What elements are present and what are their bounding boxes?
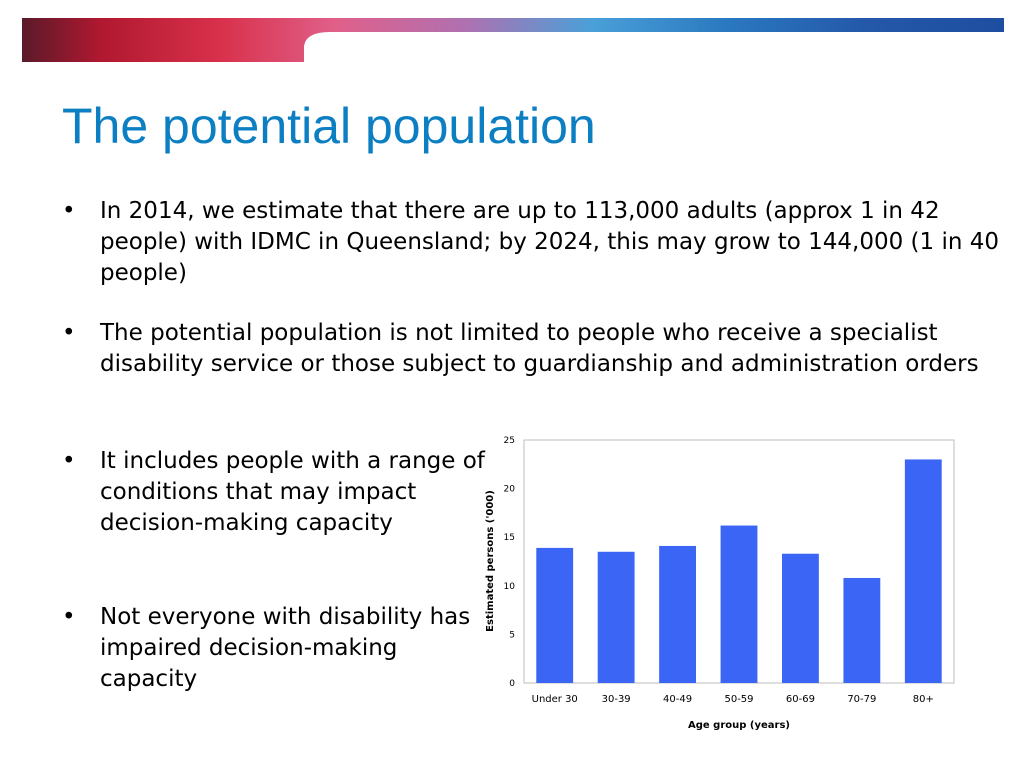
bar-70-79 <box>843 578 881 683</box>
y-tick-label: 5 <box>509 630 515 640</box>
bullet-item: • In 2014, we estimate that there are up… <box>62 196 1010 289</box>
bar-60-69 <box>782 553 819 683</box>
y-tick-label: 20 <box>504 485 516 495</box>
bullet-marker: • <box>62 198 76 224</box>
bullet-text: The potential population is not limited … <box>100 320 979 377</box>
x-tick-label: 70-79 <box>847 694 876 705</box>
y-tick-label: 25 <box>504 436 515 446</box>
bar-under-30 <box>536 547 574 683</box>
x-tick-label: 30-39 <box>602 694 631 705</box>
x-tick-label: 50-59 <box>724 694 753 705</box>
bullet-item: • It includes people with a range of con… <box>62 446 500 539</box>
x-tick-label: 40-49 <box>663 694 692 705</box>
y-tick-label: 0 <box>509 679 515 689</box>
bullet-item: • The potential population is not limite… <box>62 318 1010 380</box>
y-tick-label: 15 <box>504 533 515 543</box>
bullet-text: In 2014, we estimate that there are up t… <box>100 198 1000 286</box>
bar-50-59 <box>720 525 758 683</box>
bullet-item: • Not everyone with disability has impai… <box>62 602 500 695</box>
x-tick-label: Under 30 <box>532 694 578 705</box>
bullet-text: It includes people with a range of condi… <box>100 448 485 536</box>
age-group-bar-chart: 0 5 10 15 20 25 Under 30 30-39 40-49 50-59 60-69 7… <box>485 436 955 731</box>
header-banner <box>22 18 1004 62</box>
y-axis-label: Estimated persons ('000) <box>485 490 496 632</box>
x-tick-label: 60-69 <box>786 694 815 705</box>
x-axis-label: Age group (years) <box>688 720 790 731</box>
bullet-marker: • <box>62 320 76 346</box>
bar-30-39 <box>597 551 635 683</box>
bullet-text: Not everyone with disability has impaire… <box>100 604 471 692</box>
bar-40-49 <box>659 545 696 683</box>
bullet-marker: • <box>62 448 76 474</box>
bar-80- <box>904 459 942 683</box>
bullet-marker: • <box>62 604 76 630</box>
y-tick-label: 10 <box>504 582 516 592</box>
x-tick-label: 80+ <box>913 694 934 705</box>
slide-title: The potential population <box>62 98 596 154</box>
